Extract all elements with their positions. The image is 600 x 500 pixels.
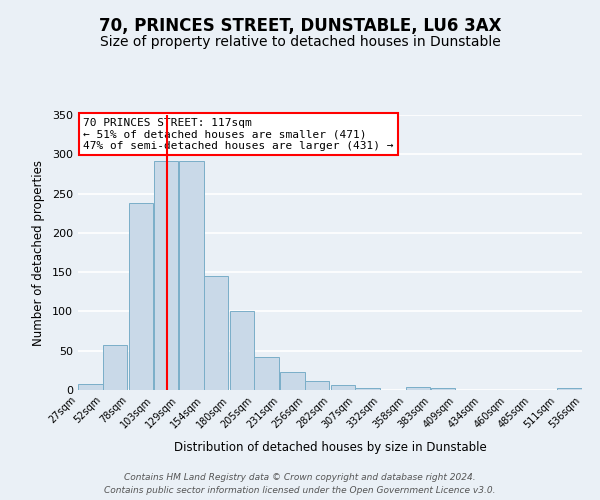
Text: Size of property relative to detached houses in Dunstable: Size of property relative to detached ho… <box>100 35 500 49</box>
Bar <box>406 387 430 390</box>
Bar <box>204 276 228 390</box>
Bar <box>230 310 254 390</box>
Text: 70, PRINCES STREET, DUNSTABLE, LU6 3AX: 70, PRINCES STREET, DUNSTABLE, LU6 3AX <box>99 18 501 36</box>
Bar <box>78 384 103 390</box>
Bar <box>179 162 203 390</box>
Bar <box>305 380 329 390</box>
Text: 70 PRINCES STREET: 117sqm
← 51% of detached houses are smaller (471)
47% of semi: 70 PRINCES STREET: 117sqm ← 51% of detac… <box>83 118 394 151</box>
Bar <box>355 388 380 390</box>
Bar <box>331 386 355 390</box>
Bar <box>103 345 127 390</box>
Bar <box>254 357 279 390</box>
Bar <box>280 372 305 390</box>
Bar <box>557 388 582 390</box>
Bar <box>431 388 455 390</box>
Bar <box>154 162 178 390</box>
Text: Contains public sector information licensed under the Open Government Licence v3: Contains public sector information licen… <box>104 486 496 495</box>
Text: Contains HM Land Registry data © Crown copyright and database right 2024.: Contains HM Land Registry data © Crown c… <box>124 474 476 482</box>
Bar <box>129 203 153 390</box>
X-axis label: Distribution of detached houses by size in Dunstable: Distribution of detached houses by size … <box>173 441 487 454</box>
Y-axis label: Number of detached properties: Number of detached properties <box>32 160 45 346</box>
